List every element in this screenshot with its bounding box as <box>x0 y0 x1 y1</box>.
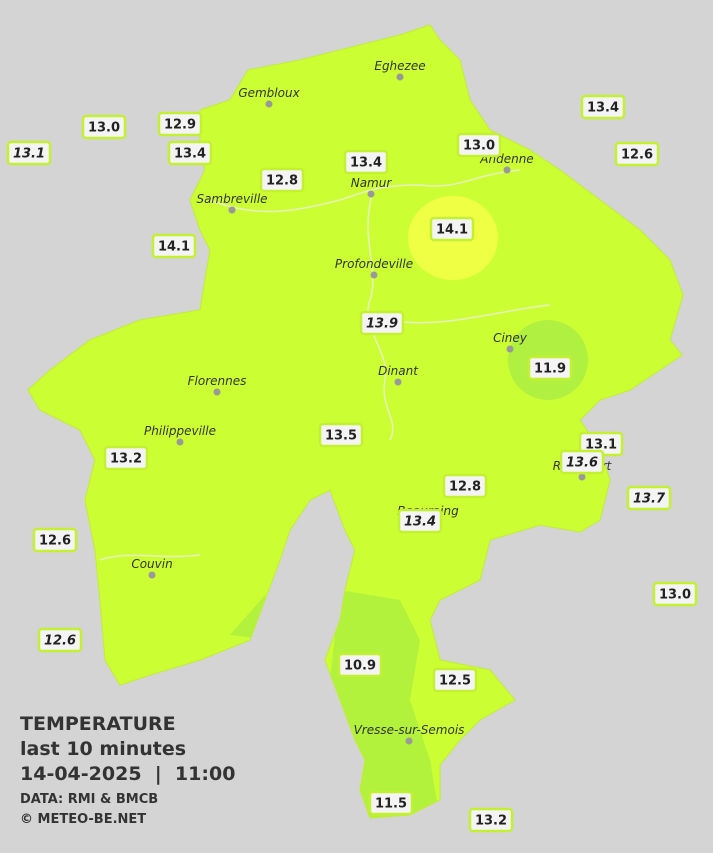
city-dot <box>265 100 273 108</box>
city-label: Philippeville <box>144 424 216 438</box>
station-box <box>559 449 605 475</box>
station-box <box>527 355 573 381</box>
station-box <box>343 149 389 175</box>
station-box <box>626 485 672 511</box>
legend-datetime: 14-04-2025 | 11:00 <box>20 763 235 785</box>
station-value: 13.4 <box>350 156 382 171</box>
city-label: Gembloux <box>238 86 300 100</box>
city-dot <box>396 73 404 81</box>
station-value: 12.8 <box>449 480 481 495</box>
city-label: Sambreville <box>196 192 267 206</box>
station-value: 13.1 <box>585 438 617 453</box>
station-value: 12.9 <box>164 118 196 133</box>
cities: EghezeeGemblouxAndenneNamurSambrevillePr… <box>131 59 613 745</box>
station-box <box>151 233 197 259</box>
station-value: 13.7 <box>633 492 666 507</box>
station-box <box>37 627 83 653</box>
station-value: 13.0 <box>463 139 495 154</box>
city-dot <box>503 166 511 174</box>
legend-credit: © METEO-BE.NET <box>20 812 146 827</box>
station-value: 12.6 <box>39 534 71 549</box>
station-box <box>359 310 405 336</box>
station-box <box>468 807 514 833</box>
city-dot <box>506 345 514 353</box>
station-value: 14.1 <box>436 223 468 238</box>
station-value: 12.6 <box>44 634 76 649</box>
legend-subtitle: last 10 minutes <box>20 738 186 760</box>
station-value: 13.4 <box>174 147 206 162</box>
station-box <box>32 527 78 553</box>
station-value: 13.0 <box>659 588 691 603</box>
city-dot <box>148 571 156 579</box>
station-box <box>6 140 52 166</box>
station-box <box>456 132 502 158</box>
station-value: 11.9 <box>534 362 566 377</box>
station-box <box>429 216 475 242</box>
city-label: Ciney <box>493 331 528 345</box>
city-dot <box>228 206 236 214</box>
city-dot <box>367 190 375 198</box>
city-dot <box>370 271 378 279</box>
station-value: 13.2 <box>475 814 507 829</box>
station-value: 12.5 <box>439 674 471 689</box>
station-box <box>368 790 414 816</box>
city-label: Eghezee <box>374 59 425 73</box>
station-value: 13.1 <box>13 147 45 162</box>
station-value: 13.9 <box>366 317 398 332</box>
station-box <box>103 445 149 471</box>
station-box <box>81 114 127 140</box>
station-box <box>580 94 626 120</box>
city-dot <box>578 473 586 481</box>
station-value: 13.0 <box>88 121 120 136</box>
station-box <box>652 581 698 607</box>
city-label: Namur <box>351 176 393 190</box>
station-box <box>442 473 488 499</box>
city-dot <box>213 388 221 396</box>
station-box <box>157 111 203 137</box>
station-value: 12.6 <box>621 148 653 163</box>
station-value: 11.5 <box>375 797 407 812</box>
station-box <box>318 422 364 448</box>
station-value: 10.9 <box>344 659 376 674</box>
station-value: 13.6 <box>566 456 598 471</box>
station-value: 13.5 <box>325 429 357 444</box>
station-value: 14.1 <box>158 240 190 255</box>
station-box <box>337 652 383 678</box>
city-dot <box>176 438 184 446</box>
stations: 13.0 12.9 13.1 13.4 12.8 13.4 13.0 13.4 12.6 14.1… <box>6 94 698 833</box>
legend-title: TEMPERATURE <box>20 713 176 735</box>
station-box <box>432 667 478 693</box>
station-value: 12.8 <box>266 174 298 189</box>
legend-source: DATA: RMI & BMCB <box>20 792 158 807</box>
station-value: 13.2 <box>110 452 142 467</box>
city-dot <box>394 378 402 386</box>
station-value: 13.4 <box>404 515 436 530</box>
city-dot <box>405 737 413 745</box>
city-label: Vresse-sur-Semois <box>354 723 465 737</box>
station-value: 13.4 <box>587 101 619 116</box>
station-box <box>259 167 305 193</box>
station-box <box>397 508 443 534</box>
city-label: Profondeville <box>335 257 413 271</box>
city-label: Florennes <box>188 374 247 388</box>
station-box <box>167 140 213 166</box>
city-label: Dinant <box>378 364 419 378</box>
city-label: Couvin <box>131 557 172 571</box>
station-box <box>614 141 660 167</box>
